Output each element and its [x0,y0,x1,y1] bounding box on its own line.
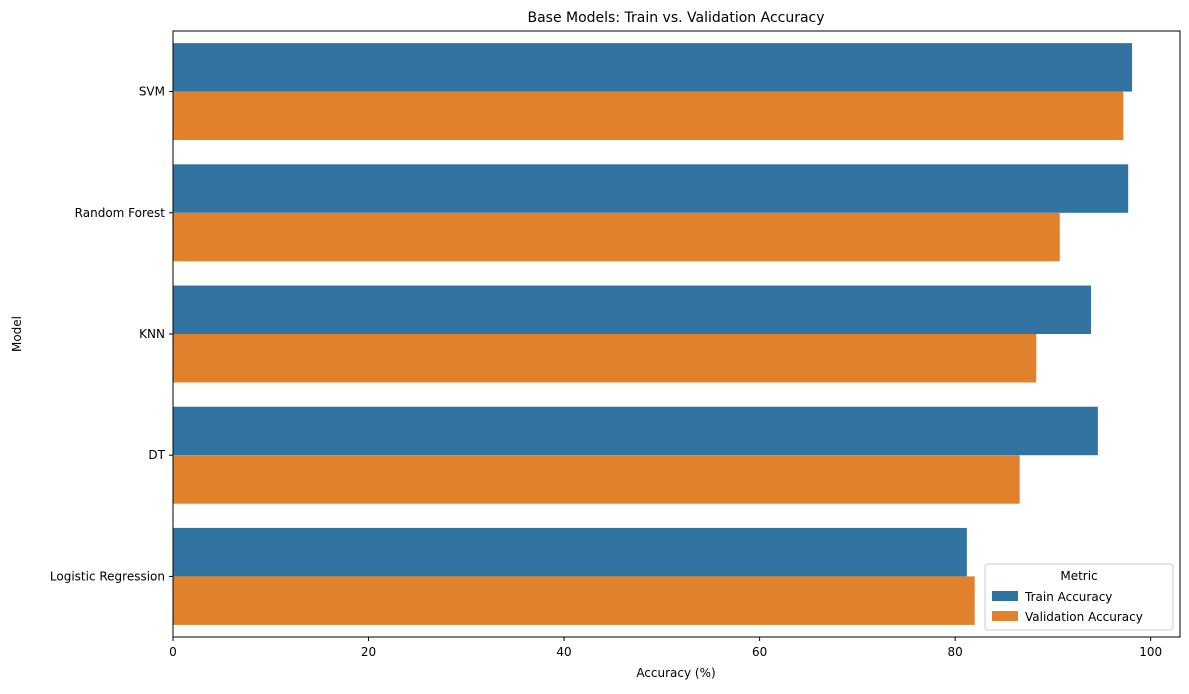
y-tick-label: DT [148,448,165,462]
x-tick-label: 100 [1139,645,1162,659]
bar-knn-train-accuracy [173,285,1092,334]
legend: Metric Train Accuracy Validation Accuracy [984,563,1174,631]
x-tick-label: 60 [752,645,767,659]
chart-title: Base Models: Train vs. Validation Accura… [527,10,824,26]
x-tick-label: 40 [556,645,571,659]
legend-swatch [992,611,1018,621]
plot-frame [172,30,1181,638]
y-tick-label: Logistic Regression [50,569,165,583]
axes-layer: SVM Random Forest KNN DT Logistic Regression… [50,30,1181,659]
bar-svm-validation-accuracy [173,91,1124,141]
y-tick-label: Random Forest [75,206,166,220]
x-axis-label: Accuracy (%) [636,666,715,680]
bar-logistic-regression-validation-accuracy [173,576,975,625]
y-tick-label: KNN [139,327,165,341]
bars-layer [173,43,1133,625]
x-tick-label: 0 [169,645,177,659]
legend-swatch [992,591,1018,601]
legend-entry: Validation Accuracy [1025,610,1143,624]
bar-dt-train-accuracy [173,406,1098,456]
bar-logistic-regression-train-accuracy [173,527,967,577]
bar-random-forest-train-accuracy [173,164,1129,213]
x-tick-label: 80 [947,645,962,659]
legend-box [984,563,1174,631]
y-axis-label: Model [10,316,24,352]
bar-svm-train-accuracy [173,43,1133,92]
legend-title: Metric [1060,569,1097,583]
bar-dt-validation-accuracy [173,455,1020,504]
y-tick-label: SVM [139,85,165,99]
bar-random-forest-validation-accuracy [173,212,1060,262]
bar-knn-validation-accuracy [173,334,1037,383]
legend-entry: Train Accuracy [1024,590,1112,604]
x-tick-label: 20 [361,645,376,659]
